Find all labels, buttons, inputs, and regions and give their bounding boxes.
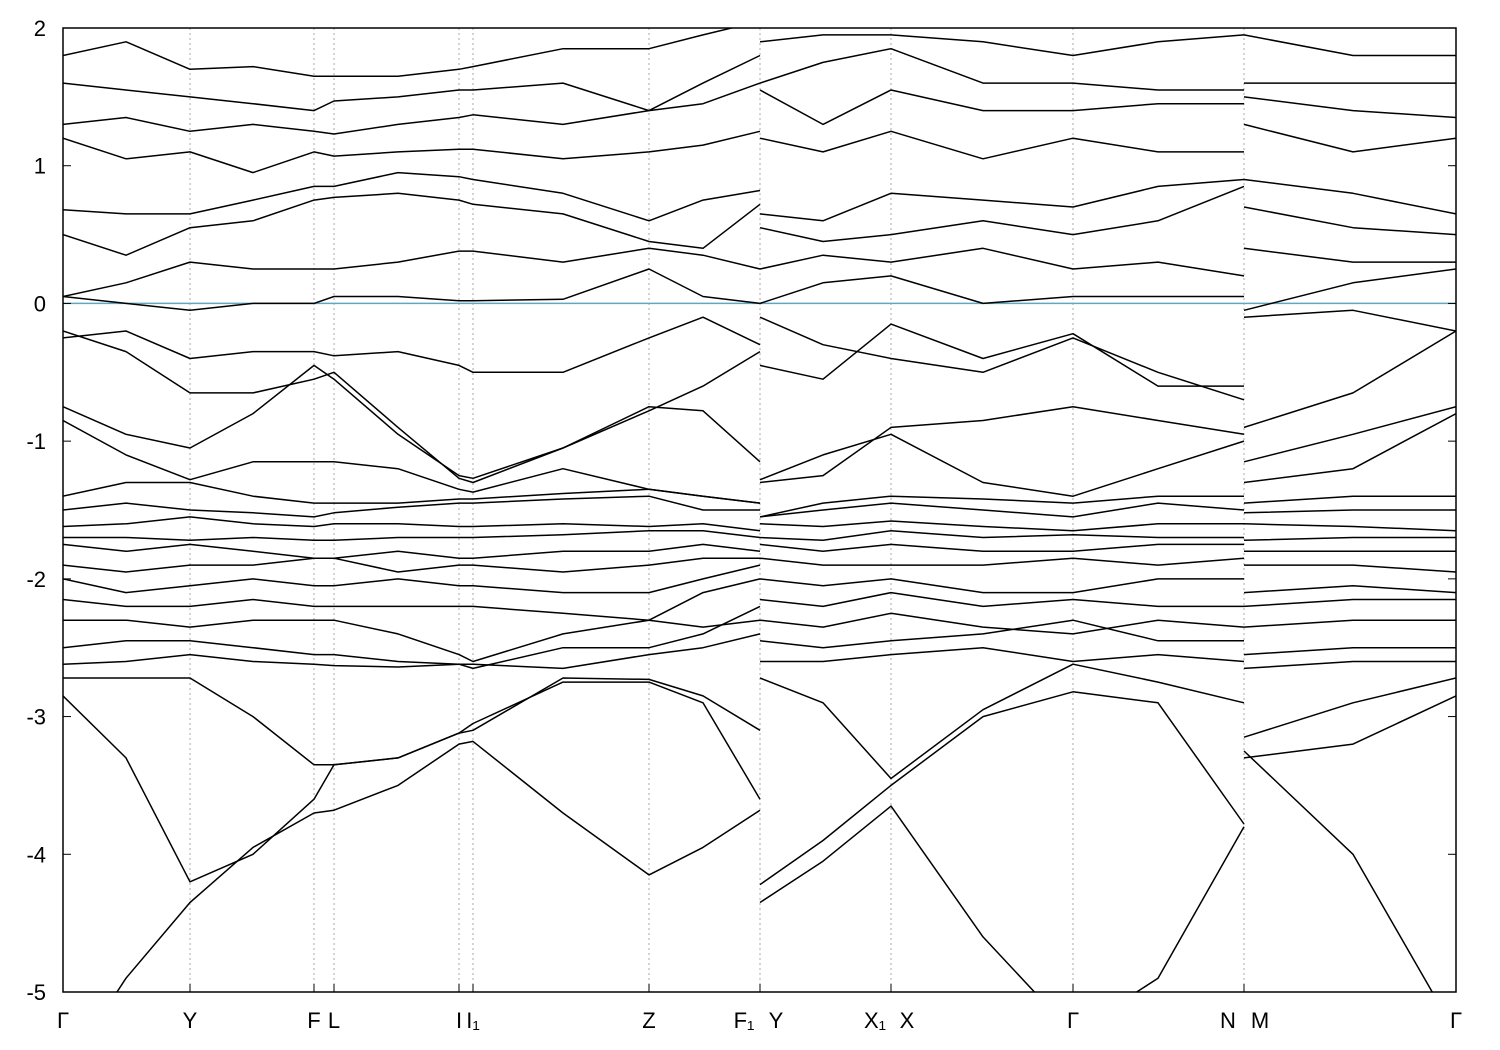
y-tick-label: -1 [26, 429, 46, 454]
band-line [63, 543, 1456, 559]
band-line [63, 633, 1456, 670]
band-line [63, 316, 1456, 484]
band-line [63, 123, 1456, 174]
plot-frame [62, 27, 1457, 993]
x-tick-label: Γ [1450, 1008, 1462, 1033]
x-tick-label: M [1251, 1008, 1269, 1033]
x-tick-label: X [900, 1008, 915, 1033]
x-tick-label: L [328, 1008, 340, 1033]
x-tick-label: F₁ [734, 1008, 755, 1033]
bands [63, 28, 1456, 992]
x-tick-label: Γ [57, 1008, 69, 1033]
band-line [63, 529, 1456, 542]
band-line [63, 495, 1456, 518]
x-tick-label: Γ [1067, 1008, 1079, 1033]
band-line [63, 185, 1456, 256]
band-line [63, 28, 1456, 77]
y-tick-label: -5 [26, 980, 46, 1005]
band-line [63, 364, 1456, 484]
band-line [63, 171, 1456, 222]
band-line [63, 412, 1456, 504]
x-tick-label: Y [769, 1008, 784, 1033]
x-tick-label: F [307, 1008, 320, 1033]
y-tick-label: 0 [34, 291, 46, 316]
band-line [63, 663, 1456, 780]
band-line [63, 605, 1456, 670]
band-line [63, 516, 1456, 532]
band-line [116, 740, 1434, 992]
band-line [63, 557, 1456, 573]
x-tick-label: N [1220, 1008, 1236, 1033]
x-tick-label: X₁ [864, 1008, 886, 1033]
y-tick-label: -2 [26, 567, 46, 592]
band-line [63, 578, 1456, 621]
x-tick-label: Z [642, 1008, 655, 1033]
x-tick-label: Y [183, 1008, 198, 1033]
band-line [63, 47, 1456, 112]
axes: Γ Y F L I I₁ Z F₁ Y X₁ X Γ N M Γ -5 -4 -3 -2 -1 0 1 2 [26, 16, 1462, 1033]
band-line [63, 309, 1456, 387]
y-tick-label: 2 [34, 16, 46, 41]
band-line [63, 247, 1456, 298]
x-tick-label: I [456, 1008, 462, 1033]
y-tick-label: -3 [26, 705, 46, 730]
y-tick-label: 1 [34, 154, 46, 179]
x-tick-label: I₁ [466, 1008, 480, 1033]
y-tick-label: -4 [26, 842, 46, 867]
band-line [63, 564, 1456, 594]
band-line [63, 268, 1456, 312]
